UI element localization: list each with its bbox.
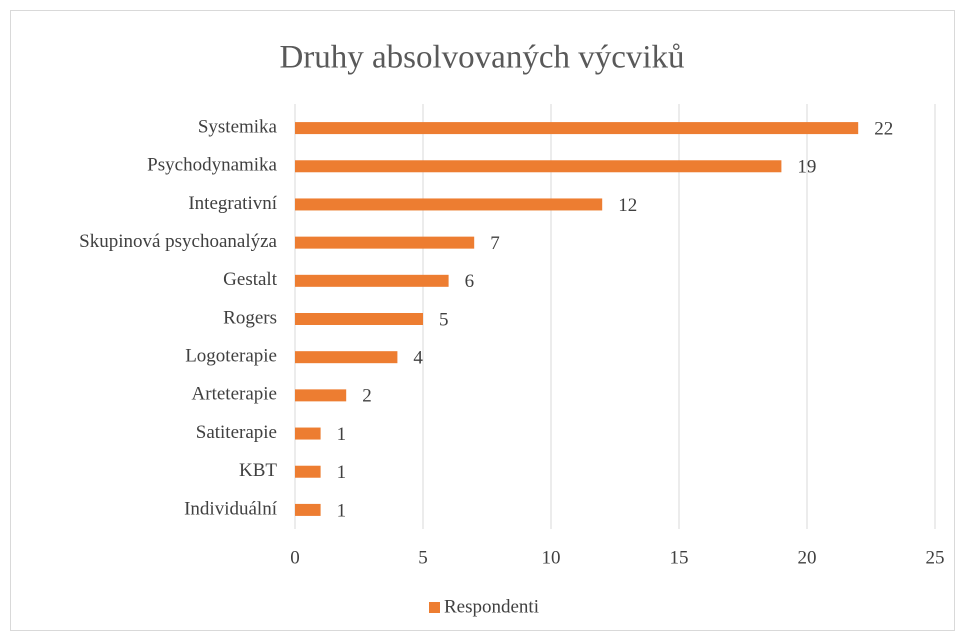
- x-tick-label: 5: [418, 547, 428, 568]
- y-tick-label: Arteterapie: [192, 384, 277, 405]
- data-label: 4: [413, 348, 423, 369]
- bar: [295, 122, 859, 135]
- y-tick-label: KBT: [239, 460, 277, 481]
- chart-title: Druhy absolvovaných výcviků: [279, 40, 684, 76]
- data-label: 6: [465, 271, 475, 292]
- bar: [295, 313, 423, 325]
- legend-label: Respondenti: [444, 596, 539, 617]
- chart-border: [10, 10, 955, 631]
- x-tick-label: 15: [670, 547, 689, 568]
- bar: [295, 427, 321, 440]
- bar: [295, 236, 475, 249]
- data-label: 22: [874, 118, 893, 139]
- x-tick-label: 25: [926, 547, 945, 568]
- data-label: 1: [337, 462, 347, 483]
- legend-swatch: [429, 602, 440, 613]
- data-label: 7: [490, 233, 500, 254]
- bar: [295, 160, 782, 173]
- data-label: 1: [337, 424, 347, 445]
- data-label: 5: [439, 309, 449, 330]
- y-tick-label: Rogers: [223, 307, 277, 328]
- y-tick-label: Skupinová psychoanalýza: [79, 231, 277, 252]
- data-label: 19: [797, 157, 816, 178]
- x-tick-label: 20: [798, 547, 817, 568]
- x-tick-label: 10: [542, 547, 561, 568]
- bar: [295, 465, 321, 478]
- data-label: 2: [362, 386, 372, 407]
- bar: [295, 389, 347, 402]
- bar: [295, 274, 449, 287]
- x-tick-label: 0: [290, 547, 300, 568]
- y-tick-label: Individuální: [184, 498, 278, 519]
- bar: [295, 503, 321, 516]
- bar: [295, 351, 398, 364]
- data-label: 12: [618, 195, 637, 216]
- y-tick-label: Integrativní: [188, 193, 277, 214]
- y-tick-label: Systemika: [198, 116, 278, 137]
- y-tick-label: Logoterapie: [185, 346, 277, 367]
- y-tick-label: Psychodynamika: [147, 155, 277, 176]
- data-label: 1: [337, 500, 347, 521]
- y-tick-label: Gestalt: [223, 269, 278, 290]
- bar: [295, 198, 603, 211]
- y-tick-label: Satiterapie: [196, 422, 277, 443]
